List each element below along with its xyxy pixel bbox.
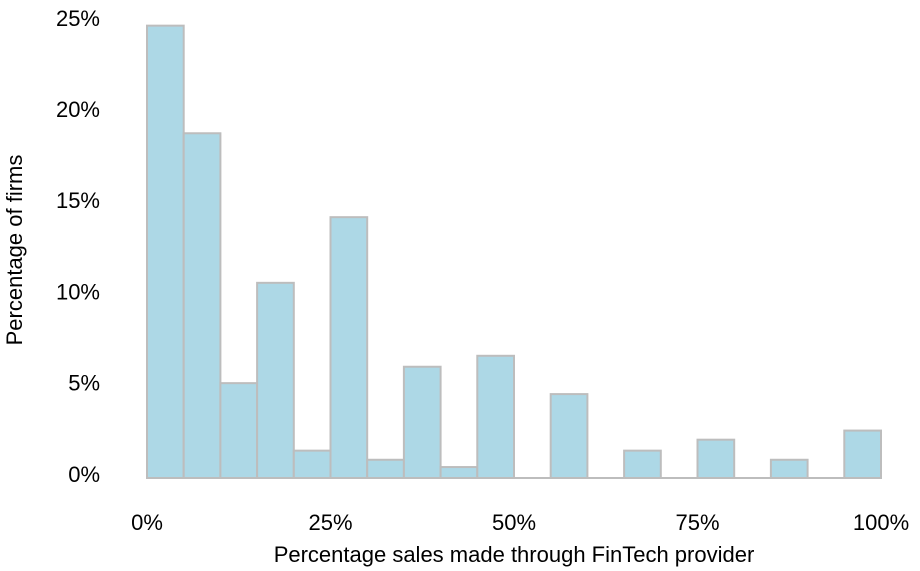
bar	[402, 365, 442, 479]
bar	[366, 458, 405, 480]
x-tick-label: 100%	[853, 510, 909, 535]
bar	[843, 429, 882, 479]
bar	[439, 466, 479, 479]
bar	[146, 24, 185, 479]
x-tick-label: 0%	[131, 510, 163, 535]
x-tick-label: 25%	[308, 510, 352, 535]
y-tick-label: 25%	[56, 6, 100, 31]
x-tick-label: 50%	[492, 510, 536, 535]
bar	[696, 438, 736, 480]
bar	[329, 216, 369, 479]
bar	[292, 449, 332, 480]
y-axis-title: Percentage of firms	[2, 155, 27, 346]
bar	[476, 354, 515, 479]
x-axis-title: Percentage sales made through FinTech pr…	[274, 542, 755, 567]
bar	[256, 281, 295, 479]
bar	[219, 382, 259, 480]
y-tick-label: 15%	[56, 188, 100, 213]
y-tick-label: 10%	[56, 279, 100, 304]
bar	[623, 449, 662, 480]
bar	[769, 458, 809, 480]
bar	[549, 393, 589, 480]
y-tick-label: 5%	[68, 371, 100, 396]
x-tick-label: 75%	[675, 510, 719, 535]
y-tick-label: 20%	[56, 97, 100, 122]
y-tick-label: 0%	[68, 462, 100, 487]
bar	[182, 132, 222, 479]
